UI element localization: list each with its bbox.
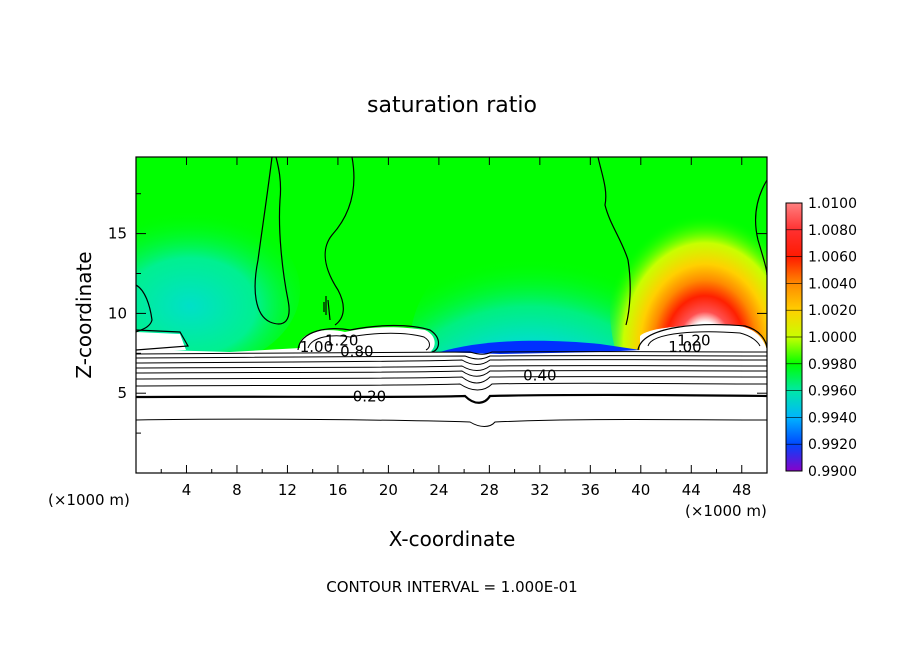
contour-line-1 xyxy=(136,418,767,427)
colorbar-label: 0.9900 xyxy=(808,464,857,480)
contour-cloud-middle-outer xyxy=(297,324,440,353)
field-lower-region xyxy=(136,348,767,473)
contour-label: 1.00 xyxy=(300,338,333,356)
colorbar-band xyxy=(786,363,802,392)
colorbar-label: 1.0020 xyxy=(808,303,857,319)
contour-line-5 xyxy=(136,370,767,377)
x-axis: 4 8 12 16 20 24 28 32 36 40 44 48 xyxy=(160,157,751,499)
colorbar-label: 0.9920 xyxy=(808,437,857,453)
contour-line-9 xyxy=(136,351,767,355)
field-boundary-blue-band xyxy=(440,340,640,354)
colorbar-label: 1.0060 xyxy=(808,250,857,266)
x-tick-label: 12 xyxy=(278,481,297,499)
x-tick-label: 40 xyxy=(631,481,650,499)
plot-frame xyxy=(135,156,768,474)
contour-cloud-left xyxy=(136,329,189,351)
contour-vertical-5 xyxy=(136,284,153,333)
cloud-blob-right xyxy=(640,325,767,352)
x-unit-note-right: (×1000 m) xyxy=(685,502,767,520)
x-tick-label: 4 xyxy=(182,481,192,499)
colorbar-band xyxy=(786,310,802,338)
x-tick-label: 28 xyxy=(480,481,499,499)
contour-vertical-4 xyxy=(597,157,631,326)
contour-line-3 xyxy=(136,382,767,391)
contour-line-7 xyxy=(136,359,767,365)
y-tick-label: 5 xyxy=(117,384,127,402)
contour-vertical-2 xyxy=(324,157,355,326)
contour-label: 1.20 xyxy=(677,332,710,350)
contour-vertical-1 xyxy=(254,157,290,325)
contour-label: 0.20 xyxy=(353,387,386,405)
colorbar-label: 1.0040 xyxy=(808,276,857,292)
contour-line-2 xyxy=(136,393,767,404)
contour-label: 1.00 xyxy=(668,338,701,356)
contour-line-4 xyxy=(136,376,767,384)
colorbar-band xyxy=(786,390,802,418)
colorbar-band xyxy=(786,203,802,231)
contour-label: 1.20 xyxy=(325,332,358,350)
x-tick-label: 20 xyxy=(379,481,398,499)
contour-vertical-6 xyxy=(755,179,767,276)
contour-lines xyxy=(136,157,767,427)
colorbar-label: 0.9960 xyxy=(808,384,857,400)
x-tick-label: 8 xyxy=(232,481,242,499)
colorbar: 1.0100 1.0080 1.0060 1.0040 1.0020 1.0000 0.99… xyxy=(785,196,857,480)
contour-cloud-middle-inner xyxy=(307,332,430,351)
contour-vertical-3 xyxy=(323,296,331,321)
x-tick-label: 36 xyxy=(581,481,600,499)
contour-labels: 0.200.400.801.001.20 1.001.20 xyxy=(300,332,711,406)
contour-line-6 xyxy=(136,365,767,371)
x-tick-label: 32 xyxy=(530,481,549,499)
y-tick-label: 15 xyxy=(108,225,127,243)
colorbar-band xyxy=(786,229,802,258)
x-tick-label: 24 xyxy=(429,481,448,499)
colorbar-label: 1.0000 xyxy=(808,330,857,346)
contour-line-8 xyxy=(136,355,767,360)
contour-interval-footer: CONTOUR INTERVAL = 1.000E-01 xyxy=(326,578,577,596)
contour-field xyxy=(136,157,767,473)
colorbar-band xyxy=(786,283,802,311)
colorbar-band xyxy=(786,444,802,472)
x-tick-label: 16 xyxy=(328,481,347,499)
colorbar-band xyxy=(786,256,802,284)
x-tick-label: 48 xyxy=(732,481,751,499)
colorbar-label: 0.9980 xyxy=(808,357,857,373)
colorbar-band xyxy=(786,417,802,445)
chart-title: saturation ratio xyxy=(367,93,537,118)
y-axis: 5 10 15 xyxy=(108,193,767,434)
colorbar-label: 0.9940 xyxy=(808,410,857,426)
contour-cloud-right-inner xyxy=(647,331,761,347)
contour-cloud-right-outer xyxy=(637,324,767,351)
x-axis-label: X-coordinate xyxy=(389,527,516,551)
contour-label: 0.80 xyxy=(340,343,373,361)
x-unit-note-left: (×1000 m) xyxy=(48,491,130,509)
colorbar-label: 1.0080 xyxy=(808,223,857,239)
x-tick-label: 44 xyxy=(682,481,701,499)
colorbar-band xyxy=(786,337,802,365)
colorbar-label: 1.0100 xyxy=(808,196,857,212)
y-tick-label: 10 xyxy=(108,304,127,322)
y-axis-label: Z-coordinate xyxy=(72,251,96,378)
contour-label: 0.40 xyxy=(523,367,556,385)
